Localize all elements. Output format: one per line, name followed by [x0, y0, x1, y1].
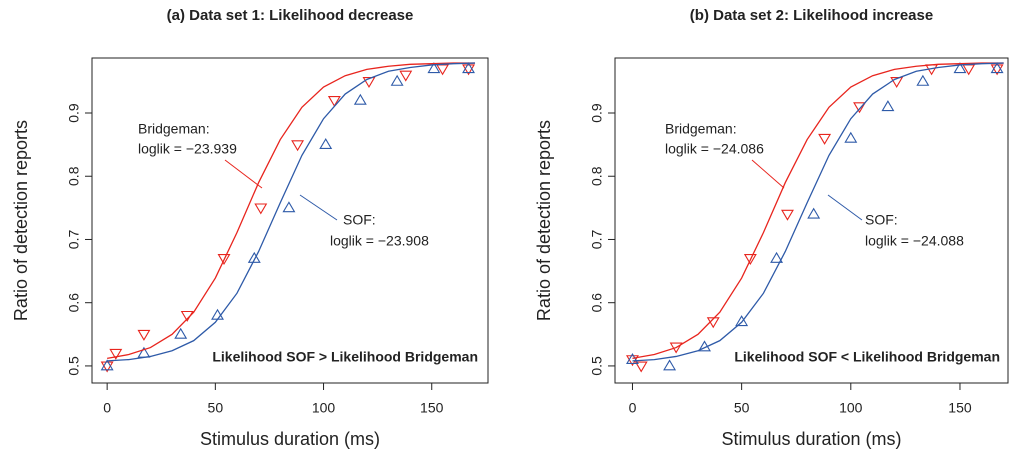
x-tick-label: 50 [734, 400, 750, 416]
x-tick-label: 150 [420, 400, 444, 416]
y-tick-label: 0.8 [589, 166, 605, 186]
data-point [818, 133, 832, 145]
fit-curve [632, 62, 1004, 362]
y-tick-label: 0.9 [589, 103, 605, 123]
data-point [100, 359, 114, 371]
annotation: Likelihood SOF < Likelihood Bridgeman [734, 349, 1000, 365]
plot-frame [91, 57, 489, 384]
annotation-pointer [827, 194, 863, 221]
chart-title: (a) Data set 1: Likelihood decrease [167, 7, 414, 24]
data-point [890, 76, 904, 88]
annotation: SOF: [343, 212, 376, 228]
data-point [254, 203, 268, 215]
fit-curve [107, 62, 476, 359]
data-point [844, 131, 858, 143]
y-tick-label: 0.7 [66, 230, 82, 250]
panel: (b) Data set 2: Likelihood increase 0 50 10… [534, 7, 1009, 449]
x-tick-label: 100 [839, 400, 863, 416]
annotation-pointer [299, 194, 338, 221]
fit-curve [107, 62, 476, 362]
y-axis-label: Ratio of detection reports [11, 120, 31, 321]
data-point [362, 76, 376, 88]
data-point [291, 140, 305, 152]
data-point [953, 62, 967, 74]
data-point [427, 62, 441, 74]
data-point [916, 74, 930, 86]
data-point [390, 74, 404, 86]
data-point [137, 329, 151, 341]
x-tick-label: 100 [312, 400, 336, 416]
data-point [247, 251, 261, 263]
data-point [319, 138, 333, 150]
annotation: Bridgeman: [665, 121, 737, 137]
y-tick-label: 0.9 [66, 103, 82, 123]
data-point [743, 254, 757, 266]
y-tick-label: 0.8 [66, 166, 82, 186]
annotation-pointer [224, 159, 263, 189]
data-point [399, 70, 413, 82]
y-tick-label: 0.5 [66, 356, 82, 376]
data-point [781, 209, 794, 221]
data-point [462, 62, 475, 74]
data-point [100, 361, 114, 373]
x-tick-label: 50 [208, 400, 224, 416]
data-point [327, 95, 341, 107]
y-tick-label: 0.7 [589, 230, 605, 250]
data-point [853, 102, 866, 114]
data-point [634, 361, 648, 373]
annotation: SOF: [865, 212, 898, 228]
data-point [807, 207, 821, 219]
annotation-pointer [751, 159, 785, 189]
plot-frame [614, 57, 1009, 384]
y-axis-label: Ratio of detection reports [534, 120, 554, 321]
data-point [626, 353, 639, 365]
data-point [881, 100, 895, 112]
x-axis-label: Stimulus duration (ms) [200, 429, 380, 449]
annotation: loglik = −24.086 [665, 141, 764, 157]
annotation: loglik = −23.908 [330, 233, 429, 249]
data-point [174, 327, 188, 339]
data-point [462, 64, 475, 76]
x-tick-label: 0 [103, 400, 111, 416]
data-point [282, 201, 296, 213]
data-point [735, 315, 749, 327]
x-tick-label: 0 [629, 400, 637, 416]
data-point [109, 348, 123, 360]
y-tick-label: 0.6 [66, 293, 82, 313]
data-point [669, 342, 683, 354]
data-point [353, 93, 367, 105]
chart-title: (b) Data set 2: Likelihood increase [690, 7, 933, 24]
annotation: loglik = −23.939 [138, 141, 237, 157]
panel: (a) Data set 1: Likelihood decrease 0 50 10… [11, 7, 489, 449]
annotation: Likelihood SOF > Likelihood Bridgeman [212, 349, 478, 365]
annotation: loglik = −24.088 [865, 233, 964, 249]
annotation: Bridgeman: [138, 121, 210, 137]
data-point [217, 254, 231, 266]
x-tick-label: 150 [948, 400, 972, 416]
data-point [770, 251, 784, 263]
y-tick-label: 0.6 [589, 293, 605, 313]
data-point [990, 62, 1004, 74]
data-point [663, 359, 677, 371]
data-point [990, 64, 1004, 76]
x-axis-label: Stimulus duration (ms) [721, 429, 901, 449]
fit-curve [632, 62, 1004, 359]
y-tick-label: 0.5 [589, 356, 605, 376]
